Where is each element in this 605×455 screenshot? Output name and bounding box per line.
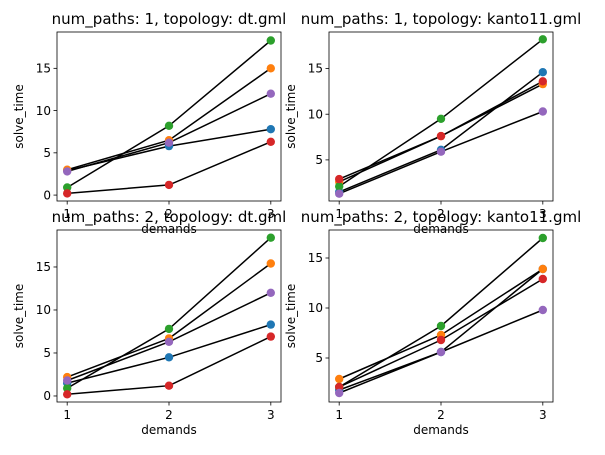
y-tick-label: 0 bbox=[43, 389, 51, 403]
data-point-s5-x1 bbox=[335, 388, 344, 398]
x-tick-label: 3 bbox=[539, 207, 547, 221]
data-point-s5-x2 bbox=[164, 337, 174, 346]
data-point-s3-x3 bbox=[266, 233, 275, 242]
y-tick-label: 15 bbox=[308, 62, 323, 76]
x-axis-label: demands bbox=[413, 222, 469, 236]
data-point-s4-x3 bbox=[538, 77, 547, 86]
x-tick-label: 3 bbox=[539, 408, 547, 422]
y-axis-label: solve_time bbox=[284, 284, 298, 349]
y-tick-label: 5 bbox=[315, 153, 323, 167]
data-point-s4-x2 bbox=[436, 335, 446, 345]
x-tick-label: 3 bbox=[267, 207, 275, 221]
data-point-s5-x1 bbox=[62, 376, 72, 385]
x-tick-label: 3 bbox=[267, 408, 275, 422]
data-point-s5-x2 bbox=[164, 138, 174, 147]
data-point-s4-x2 bbox=[164, 180, 174, 190]
data-point-s1-x3 bbox=[266, 320, 275, 329]
y-tick-label: 10 bbox=[36, 303, 51, 317]
axes-frame bbox=[56, 31, 282, 202]
data-point-s3-x3 bbox=[538, 233, 547, 243]
y-tick-label: 0 bbox=[43, 188, 51, 202]
data-point-s5-x1 bbox=[335, 189, 344, 198]
series-line-3 bbox=[66, 39, 272, 189]
data-point-s4-x3 bbox=[538, 274, 547, 284]
data-point-s2-x3 bbox=[266, 64, 275, 73]
subplot-title-4: num_paths: 2, topology: kanto11.gml bbox=[301, 208, 582, 227]
data-point-s5-x3 bbox=[266, 89, 275, 98]
data-point-s3-x1 bbox=[62, 183, 72, 192]
data-point-s1-x3 bbox=[266, 125, 275, 134]
data-point-s4-x2 bbox=[436, 131, 446, 141]
y-tick-label: 15 bbox=[308, 251, 323, 265]
x-tick-label: 2 bbox=[165, 408, 173, 422]
y-tick-label: 10 bbox=[308, 301, 323, 315]
data-point-s3-x3 bbox=[538, 35, 547, 44]
data-point-s5-x2 bbox=[436, 147, 446, 156]
series-line-3 bbox=[338, 38, 544, 188]
y-tick-label: 10 bbox=[308, 107, 323, 121]
subplot-1: 1 2 3 0 5 10 15 demands solve_time bbox=[12, 31, 282, 236]
data-point-s2-x3 bbox=[266, 259, 275, 268]
data-point-s5-x2 bbox=[436, 347, 446, 357]
x-axis-label: demands bbox=[141, 222, 197, 236]
x-tick-label: 1 bbox=[63, 207, 71, 221]
x-axis-label: demands bbox=[141, 423, 197, 437]
data-point-s2-x3 bbox=[538, 264, 547, 274]
y-tick-label: 15 bbox=[36, 62, 51, 76]
data-point-s1-x3 bbox=[538, 68, 547, 77]
data-point-s4-x1 bbox=[62, 390, 72, 399]
y-axis-label: solve_time bbox=[12, 84, 26, 149]
x-tick-label: 1 bbox=[63, 408, 71, 422]
data-point-s4-x1 bbox=[62, 189, 72, 198]
data-point-s5-x3 bbox=[266, 288, 275, 297]
y-axis-label: solve_time bbox=[284, 84, 298, 149]
x-tick-label: 1 bbox=[335, 408, 343, 422]
subplot-2: 1 2 3 5 10 15 demands solve_time bbox=[284, 31, 554, 236]
data-point-s3-x2 bbox=[436, 321, 446, 331]
data-point-s3-x1 bbox=[335, 182, 344, 191]
data-point-s4-x1 bbox=[335, 174, 344, 184]
data-point-s4-x2 bbox=[164, 381, 174, 390]
series-line-5 bbox=[66, 93, 272, 173]
axes-frame bbox=[56, 229, 282, 403]
subplot-title-2: num_paths: 1, topology: kanto11.gml bbox=[301, 10, 582, 29]
data-point-s3-x2 bbox=[164, 121, 174, 130]
data-point-s5-x1 bbox=[62, 167, 72, 176]
y-tick-label: 5 bbox=[43, 346, 51, 360]
data-point-s4-x3 bbox=[266, 137, 275, 146]
y-tick-label: 5 bbox=[315, 351, 323, 365]
data-point-s3-x2 bbox=[164, 324, 174, 334]
x-tick-label: 1 bbox=[335, 207, 343, 221]
data-point-s3-x2 bbox=[436, 114, 446, 124]
data-point-s3-x1 bbox=[62, 384, 72, 393]
y-tick-label: 15 bbox=[36, 260, 51, 274]
x-tick-label: 2 bbox=[165, 207, 173, 221]
x-tick-label: 2 bbox=[437, 408, 445, 422]
series-line-3 bbox=[338, 237, 544, 388]
data-point-s2-x1 bbox=[335, 374, 344, 384]
data-point-s3-x3 bbox=[266, 36, 275, 45]
x-axis-label: demands bbox=[413, 423, 469, 437]
y-axis-label: solve_time bbox=[12, 284, 26, 349]
y-tick-label: 5 bbox=[43, 146, 51, 160]
data-point-s5-x3 bbox=[538, 305, 547, 315]
data-point-s4-x3 bbox=[266, 332, 275, 341]
subplot-4: 1 2 3 5 10 15 demands solve_time bbox=[284, 229, 554, 437]
x-tick-label: 2 bbox=[437, 207, 445, 221]
subplot-title-3: num_paths: 2, topology: dt.gml bbox=[52, 208, 287, 227]
data-point-s1-x2 bbox=[164, 353, 174, 362]
subplot-3: 1 2 3 0 5 10 15 demands solve_time bbox=[12, 229, 282, 437]
data-point-s5-x3 bbox=[538, 107, 547, 116]
y-tick-label: 10 bbox=[36, 104, 51, 118]
data-point-s4-x1 bbox=[335, 382, 344, 392]
subplot-title-1: num_paths: 1, topology: dt.gml bbox=[52, 10, 287, 29]
